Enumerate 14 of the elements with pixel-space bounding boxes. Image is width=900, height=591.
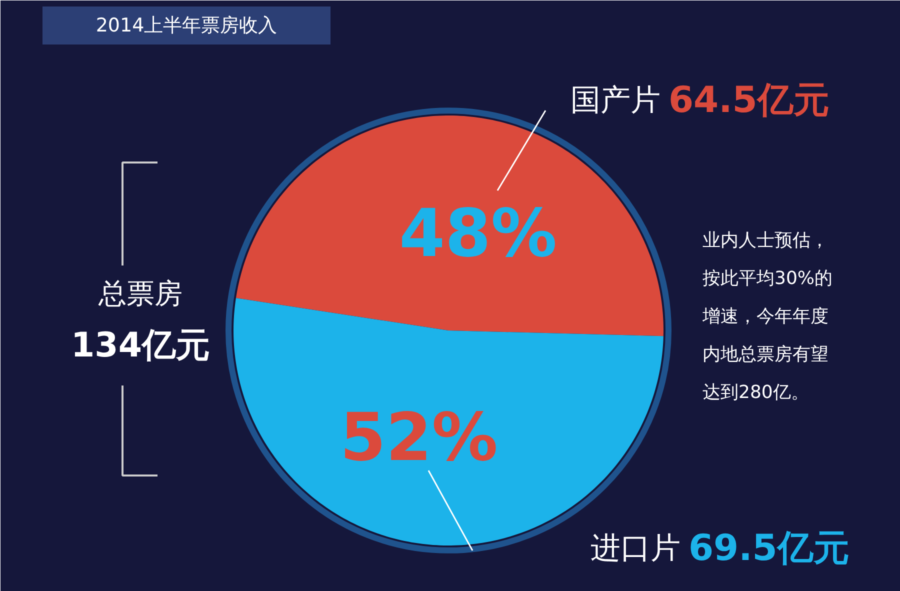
text: 达到280亿。 [702,382,809,403]
text: 134亿元 [71,326,210,366]
text: 总票房 [98,277,182,310]
text: 业内人士预估， [702,230,828,251]
slice-label: 进口片 [590,531,680,566]
data-label: 48% [399,194,558,272]
chart-title: 2014上半年票房收入 [96,14,278,36]
text: 增速，今年年度 [702,306,828,327]
text: 按此平均30%的 [702,268,833,289]
text: 64.5亿元 [668,80,830,121]
slice-label: 国产片 [570,83,660,118]
data-label: 52% [340,399,498,476]
text: 内地总票房有望 [702,344,828,365]
text: 69.5亿元 [688,528,850,569]
